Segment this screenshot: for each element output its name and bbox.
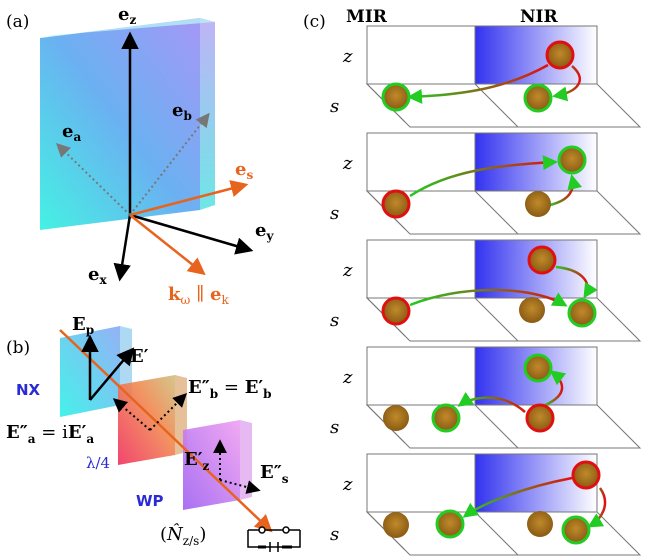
particle [381, 296, 411, 326]
panel-c-label: (c) [303, 12, 326, 32]
particle [557, 145, 587, 175]
quarter-wave-plate [118, 375, 175, 465]
scenario-row: zs [330, 132, 642, 235]
axis-label-s: s [330, 417, 339, 438]
particle [571, 460, 601, 490]
label-kw: kω ∥ ek [168, 284, 230, 307]
vector-Eb [149, 393, 187, 431]
panel-a-label: (a) [6, 12, 29, 32]
vector-kw [129, 214, 206, 276]
particle [383, 512, 409, 538]
axis-label-z: z [342, 46, 353, 67]
particle [561, 515, 591, 545]
trajectory-arrow [407, 63, 549, 104]
label-ea: ea [62, 121, 81, 144]
axis-label-s: s [330, 524, 339, 545]
particle [525, 191, 551, 217]
scenario-row: zs [330, 25, 642, 128]
panel-b-label: (b) [6, 338, 30, 358]
particle [383, 405, 409, 431]
particle [523, 353, 553, 383]
trajectory-arrow [544, 370, 567, 407]
nir-wall [474, 25, 598, 85]
axis-label-s: s [330, 310, 339, 331]
label-Es: E″s [260, 462, 289, 486]
trajectory-arrow [457, 391, 526, 413]
label-eb: eb [172, 100, 192, 123]
label-detector: (N̂z/s) [160, 523, 206, 548]
trajectory-arrow [409, 155, 558, 198]
vector-ea [55, 143, 131, 216]
trajectory-arrow [549, 174, 583, 207]
trajectory-arrow [462, 476, 573, 518]
label-nx: NX [16, 381, 41, 399]
col-header-nir: NIR [520, 7, 558, 27]
label-ex: ex [88, 264, 107, 287]
axis-label-z: z [342, 260, 353, 281]
scenario-row: zs [330, 239, 642, 342]
panel-b: (b) NX WP λ/4 Ep E′ E″b = E′b E″a = iE′a… [6, 314, 301, 552]
particle [519, 297, 545, 323]
panel-a-slab-front [40, 18, 200, 230]
label-lambda: λ/4 [86, 454, 110, 472]
label-Ez: E′z [184, 449, 209, 473]
vector-eb [129, 112, 210, 216]
axis-label-z: z [342, 153, 353, 174]
mir-wall [366, 239, 476, 299]
particle [527, 511, 553, 537]
particle [435, 509, 465, 539]
col-header-mir: MIR [346, 7, 388, 27]
trajectory-arrow [552, 65, 581, 102]
wp-plate-side [240, 420, 252, 500]
particle [381, 82, 411, 112]
axis-label-z: z [342, 367, 353, 388]
particle [381, 189, 411, 219]
trajectory-arrow [555, 265, 598, 299]
vector-ex [113, 214, 132, 282]
label-Eb-eq: E″b = E′b [188, 377, 272, 401]
trajectory-arrow [587, 487, 607, 528]
trajectory-arrow [409, 288, 568, 307]
vector-Eprime [89, 347, 135, 401]
particle [525, 403, 555, 433]
vector-Es [219, 479, 261, 494]
label-wp: WP [136, 492, 164, 510]
vector-ey [129, 213, 254, 255]
label-Ep: Ep [72, 314, 94, 337]
floor [365, 404, 642, 449]
panel-a: (a) ez ea eb es ey ex kω ∥ ek [6, 4, 274, 307]
beam [59, 329, 273, 533]
label-Eprime: E′ [130, 346, 149, 367]
particle [545, 40, 575, 70]
axis-label-s: s [330, 96, 339, 117]
panel-a-slab-side [200, 18, 215, 210]
panel-a-slab-top [40, 18, 215, 38]
mir-wall [366, 453, 476, 513]
scenario-row: zs [330, 453, 642, 556]
detector-circuit-icon [247, 526, 301, 552]
particle [523, 83, 553, 113]
vector-es [129, 180, 249, 217]
particle [527, 245, 557, 275]
label-ez: ez [118, 4, 136, 27]
axis-label-z: z [342, 474, 353, 495]
mir-wall [366, 25, 476, 85]
mir-wall [366, 132, 476, 192]
label-es: es [235, 159, 253, 182]
label-ey: ey [255, 220, 274, 243]
particle [431, 403, 461, 433]
particle [567, 298, 597, 328]
label-Ea-eq: E″a = iE′a [6, 422, 94, 446]
scenario-row: zs [330, 346, 642, 449]
mir-wall [366, 346, 476, 406]
axis-label-s: s [330, 203, 339, 224]
